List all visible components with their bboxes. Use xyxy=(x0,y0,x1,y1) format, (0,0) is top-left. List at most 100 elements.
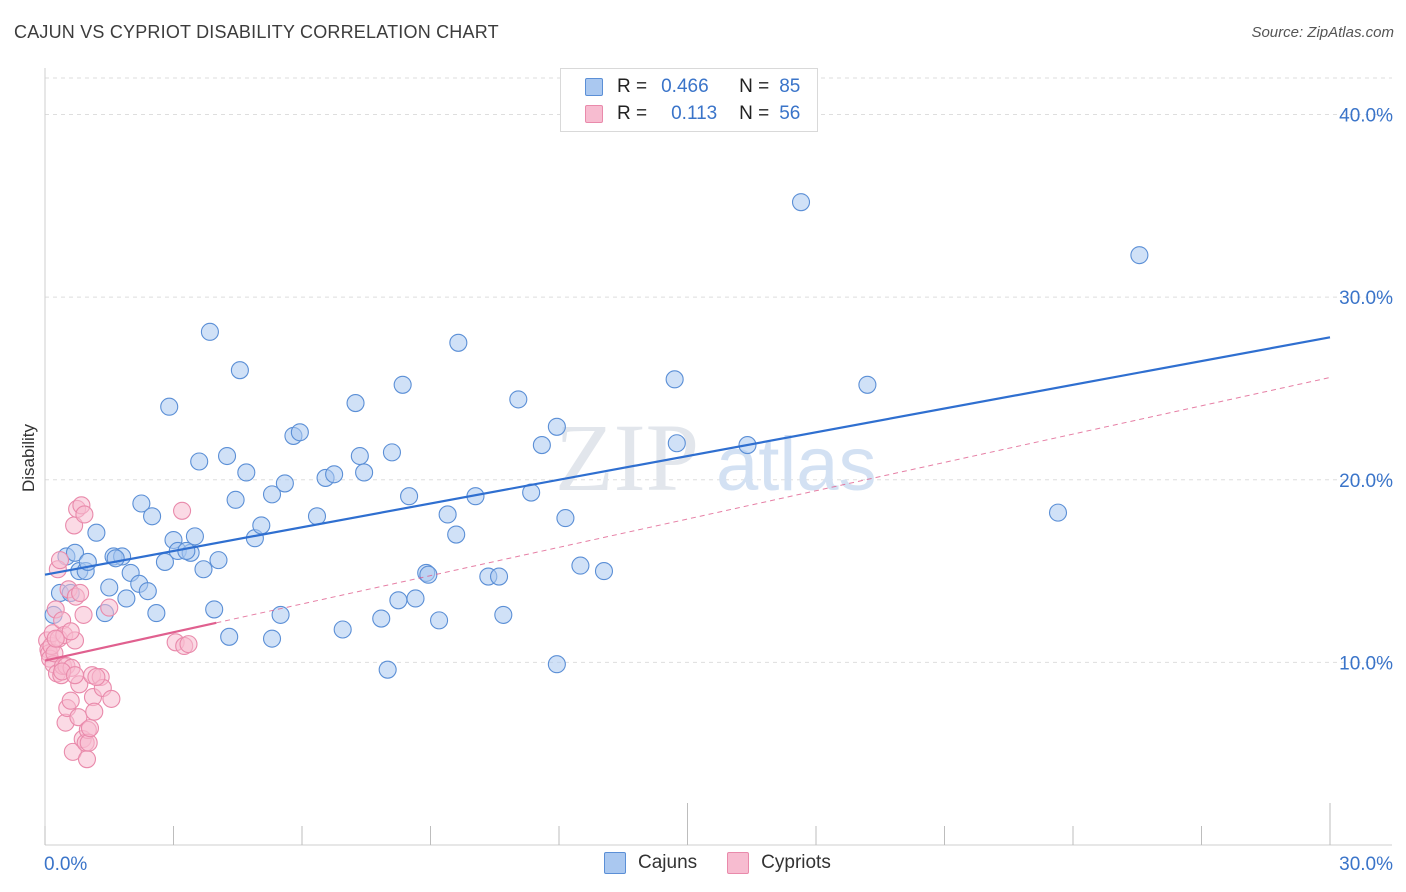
x-tick-label: 30.0% xyxy=(1339,854,1393,875)
cypriot-swatch xyxy=(585,105,603,123)
y-tick-label: 30.0% xyxy=(1339,288,1393,309)
cajun-point xyxy=(333,620,352,639)
cypriot-point xyxy=(85,702,104,721)
stats-legend: R = 0.466 N = 85 R = 0.113 N = 56 xyxy=(560,68,818,132)
cajun-point xyxy=(858,375,877,394)
cypriot-point xyxy=(61,622,80,641)
cajun-point xyxy=(185,527,204,546)
cajun-point xyxy=(275,474,294,493)
cajun-point xyxy=(87,523,106,542)
cajun-point xyxy=(271,605,290,624)
cajun-point xyxy=(547,417,566,436)
cypriot-r-label: R = xyxy=(617,103,648,124)
cajun-point xyxy=(190,452,209,471)
cypriot-point xyxy=(173,501,192,520)
y-tick-label: 10.0% xyxy=(1339,653,1393,674)
cajun-r-value: 0.466 xyxy=(661,76,709,97)
cypriot-n-value: 56 xyxy=(779,103,801,124)
cajun-point xyxy=(509,390,528,409)
cajun-point xyxy=(1130,246,1149,265)
cajun-point xyxy=(262,485,282,504)
cajun-point xyxy=(382,443,402,462)
cajun-r-label: R = xyxy=(617,76,648,97)
cajun-point xyxy=(147,604,166,623)
cajun-points xyxy=(44,193,1149,679)
y-tick-label: 20.0% xyxy=(1339,471,1393,492)
cypriot-point xyxy=(179,635,198,654)
watermark: ZIP atlas xyxy=(555,404,877,511)
cajun-point xyxy=(389,591,408,610)
cajun-point xyxy=(200,322,219,341)
cajun-point xyxy=(220,627,239,646)
cajun-point xyxy=(226,490,245,509)
watermark-atlas: atlas xyxy=(716,422,877,507)
cajun-point xyxy=(393,375,412,394)
cajun-point xyxy=(177,541,196,561)
series-legend: Cajuns Cypriots xyxy=(604,852,861,874)
cypriot-point xyxy=(69,708,88,727)
cajun-point xyxy=(100,578,119,597)
axes xyxy=(44,68,1392,846)
cajun-point xyxy=(372,609,391,628)
trend-lines xyxy=(44,336,1331,662)
cajun-legend-label: Cajuns xyxy=(638,852,698,873)
chart-title: CAJUN VS CYPRIOT DISABILITY CORRELATION … xyxy=(14,22,499,42)
cajun-point xyxy=(571,556,590,575)
legend-item-cajuns[interactable]: Cajuns xyxy=(604,852,697,874)
cajun-point xyxy=(400,487,419,506)
cajun-point xyxy=(117,589,136,608)
cypriot-legend-label: Cypriots xyxy=(761,852,831,873)
cajun-point xyxy=(532,436,551,455)
cypriot-point xyxy=(63,742,82,761)
cajun-point xyxy=(209,551,228,570)
cajun-point xyxy=(378,660,397,679)
cajun-point xyxy=(138,582,157,601)
cypriot-trend-extension xyxy=(216,377,1331,624)
cypriot-point xyxy=(87,667,106,687)
y-tick-label: 40.0% xyxy=(1339,106,1393,127)
cypriot-n-label: N = xyxy=(739,103,770,124)
cypriot-point xyxy=(61,691,80,710)
cajun-point xyxy=(430,611,449,630)
y-axis-label: Disability xyxy=(19,423,38,492)
cajun-swatch xyxy=(585,78,603,96)
cajun-point xyxy=(355,463,374,482)
cypriot-trend-line xyxy=(44,621,217,662)
cajun-point xyxy=(494,605,513,624)
cypriot-point xyxy=(65,666,85,685)
cajun-point xyxy=(194,560,213,579)
cajun-point xyxy=(791,193,811,212)
cajun-point xyxy=(1048,503,1068,522)
cypriot-point xyxy=(46,629,65,648)
cajun-point xyxy=(205,600,224,619)
cajun-point xyxy=(325,465,344,484)
cajun-point xyxy=(307,507,327,526)
cypriot-legend-swatch xyxy=(727,852,750,874)
cajun-point xyxy=(106,549,125,568)
cajun-point xyxy=(556,509,575,528)
cajun-point xyxy=(290,423,309,442)
cajun-point xyxy=(438,505,457,524)
cajun-point xyxy=(489,567,509,586)
legend-item-cypriots[interactable]: Cypriots xyxy=(727,852,831,874)
cypriot-r-value: 0.113 xyxy=(671,103,718,124)
cajun-point xyxy=(419,565,438,584)
cajun-point xyxy=(65,543,85,562)
cajun-point xyxy=(237,463,256,482)
legend-row-cypriots: R = 0.113 N = 56 xyxy=(585,102,800,126)
cypriot-point xyxy=(102,689,121,708)
cypriot-point xyxy=(77,750,97,769)
cajun-point xyxy=(160,397,179,416)
cajun-point xyxy=(143,507,162,526)
tick-labels: 10.0% 20.0% 30.0% 40.0% 0.0% 30.0% xyxy=(44,106,1393,875)
cajun-point xyxy=(447,525,466,544)
source-label: Source: ZipAtlas.com xyxy=(1251,24,1394,41)
cajun-point xyxy=(217,446,237,466)
cajun-point xyxy=(594,562,614,581)
cypriot-point xyxy=(100,598,119,617)
cajun-n-value: 85 xyxy=(779,76,801,97)
cajun-point xyxy=(346,394,365,413)
cajun-n-label: N = xyxy=(739,76,770,97)
legend-row-cajuns: R = 0.466 N = 85 xyxy=(585,75,800,99)
